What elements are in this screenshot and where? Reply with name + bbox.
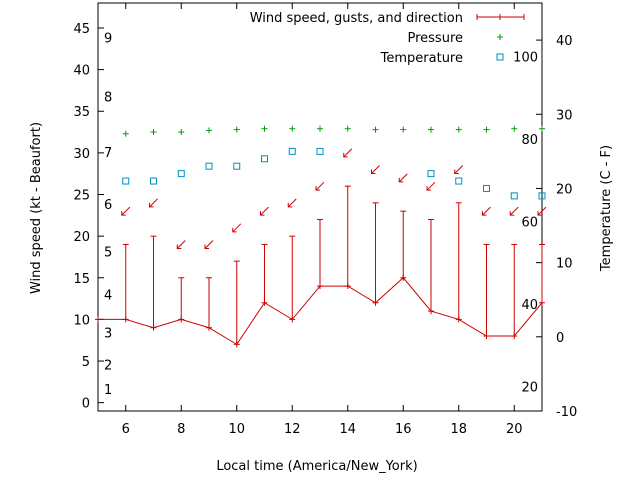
temperature-point bbox=[122, 177, 130, 185]
wind-direction-arrowhead bbox=[371, 169, 376, 175]
wind-direction-arrowhead bbox=[176, 244, 182, 249]
beaufort-label: 5 bbox=[104, 245, 112, 260]
y-left-tick-label: 30 bbox=[73, 147, 90, 162]
x-tick-label: 10 bbox=[228, 422, 245, 437]
wind-direction-arrowhead bbox=[426, 186, 431, 191]
beaufort-label: 9 bbox=[104, 31, 112, 46]
x-tick-label: 14 bbox=[339, 422, 356, 437]
temperature-point bbox=[261, 155, 268, 163]
wind-direction-arrowhead bbox=[509, 211, 515, 216]
fahrenheit-label: 100 bbox=[513, 51, 538, 66]
y-axis-left-label: Wind speed (kt - Beaufort) bbox=[29, 122, 44, 294]
beaufort-label: 3 bbox=[104, 326, 112, 341]
x-tick-label: 20 bbox=[506, 422, 523, 437]
legend-key-temperature bbox=[496, 53, 504, 61]
temperature-point bbox=[288, 147, 296, 155]
y-left-tick-label: 15 bbox=[73, 272, 90, 287]
wind-direction-arrowhead bbox=[232, 227, 237, 233]
chart-legend: Wind speed, gusts, and direction Pressure… bbox=[250, 11, 525, 66]
wind-direction-arrow bbox=[176, 240, 186, 249]
wind-direction-arrow bbox=[204, 240, 214, 249]
wind-direction-arrowhead bbox=[149, 202, 154, 208]
chart-axes: 6 8 10 12 14 16 18 20051015202530354045-1001020… bbox=[73, 2, 577, 437]
y-right-tick-label: 20 bbox=[556, 182, 573, 197]
wind-direction-arrowhead bbox=[287, 202, 293, 208]
beaufort-label: 4 bbox=[104, 288, 112, 303]
wind-direction-arrow bbox=[371, 165, 380, 174]
temperature-point bbox=[177, 170, 185, 178]
chart-series bbox=[95, 125, 547, 348]
y-left-tick-label: 45 bbox=[73, 22, 90, 37]
beaufort-label: 2 bbox=[104, 358, 112, 373]
wind-direction-arrow bbox=[482, 206, 491, 216]
plot-frame bbox=[97, 2, 543, 412]
y-right-tick-label: -10 bbox=[556, 405, 577, 420]
y-right-tick-label: 30 bbox=[556, 108, 573, 123]
wind-direction-arrow bbox=[454, 165, 464, 174]
wind-direction-arrow bbox=[287, 198, 297, 208]
temperature-point bbox=[538, 192, 546, 200]
wind-direction-arrowhead bbox=[537, 211, 542, 216]
wind-direction-arrowhead bbox=[398, 177, 404, 183]
legend-label: Wind speed, gusts, and direction bbox=[250, 11, 463, 26]
temperature-point bbox=[205, 162, 213, 170]
x-tick-label: 6 bbox=[122, 422, 130, 437]
wind-direction-arrowhead bbox=[121, 211, 126, 216]
wind-direction-arrowhead bbox=[315, 186, 320, 191]
temperature-point bbox=[233, 162, 241, 170]
y-left-tick-label: 10 bbox=[73, 313, 90, 328]
temperature-point bbox=[427, 170, 435, 178]
wind-direction-arrow bbox=[343, 148, 353, 158]
x-axis-label: Local time (America/New_York) bbox=[216, 459, 417, 474]
y-left-tick-label: 20 bbox=[73, 230, 90, 245]
temperature-point bbox=[316, 147, 324, 155]
fahrenheit-label: 60 bbox=[521, 215, 538, 230]
wind-direction-arrow bbox=[398, 173, 408, 183]
wind-direction-arrow bbox=[232, 223, 242, 233]
y-left-tick-label: 40 bbox=[73, 64, 90, 79]
beaufort-label: 6 bbox=[104, 198, 112, 213]
x-tick-label: 16 bbox=[395, 422, 412, 437]
wind-direction-arrow bbox=[426, 181, 436, 191]
legend-label: Pressure bbox=[407, 31, 463, 46]
wind-direction-arrow bbox=[121, 206, 131, 216]
fahrenheit-label: 20 bbox=[521, 380, 538, 395]
y-left-tick-label: 0 bbox=[82, 397, 90, 412]
temperature-point bbox=[510, 192, 518, 200]
wind-direction-arrowhead bbox=[454, 169, 459, 175]
temperature-point bbox=[483, 184, 490, 192]
legend-label: Temperature bbox=[380, 51, 463, 66]
wind-direction-arrow bbox=[149, 198, 158, 208]
x-tick-label: 18 bbox=[450, 422, 467, 437]
wind-direction-arrow bbox=[537, 206, 547, 216]
y-left-tick-label: 25 bbox=[73, 189, 90, 204]
x-tick-label: 12 bbox=[284, 422, 301, 437]
temperature-point bbox=[150, 177, 157, 185]
beaufort-label: 8 bbox=[104, 91, 112, 106]
wind-direction-arrowhead bbox=[482, 211, 487, 216]
wind-direction-arrowhead bbox=[343, 152, 348, 158]
wind-direction-arrow bbox=[509, 206, 519, 216]
wind-direction-arrow bbox=[260, 206, 269, 216]
y-right-tick-label: 0 bbox=[556, 331, 564, 346]
wind-direction-arrowhead bbox=[204, 244, 209, 249]
y-left-tick-label: 5 bbox=[82, 355, 90, 370]
y-axis-right-label: Temperature (C - F) bbox=[599, 145, 614, 272]
x-tick-label: 8 bbox=[177, 422, 185, 437]
beaufort-label: 1 bbox=[104, 383, 112, 398]
fahrenheit-label: 40 bbox=[521, 298, 538, 313]
y-left-tick-label: 35 bbox=[73, 105, 90, 120]
beaufort-label: 7 bbox=[104, 146, 112, 161]
wind-direction-arrowhead bbox=[260, 211, 265, 216]
temperature-point bbox=[455, 177, 463, 185]
y-right-tick-label: 10 bbox=[556, 257, 573, 272]
fahrenheit-label: 80 bbox=[521, 133, 538, 148]
y-right-tick-label: 40 bbox=[556, 34, 573, 49]
wind-direction-arrow bbox=[315, 181, 325, 191]
